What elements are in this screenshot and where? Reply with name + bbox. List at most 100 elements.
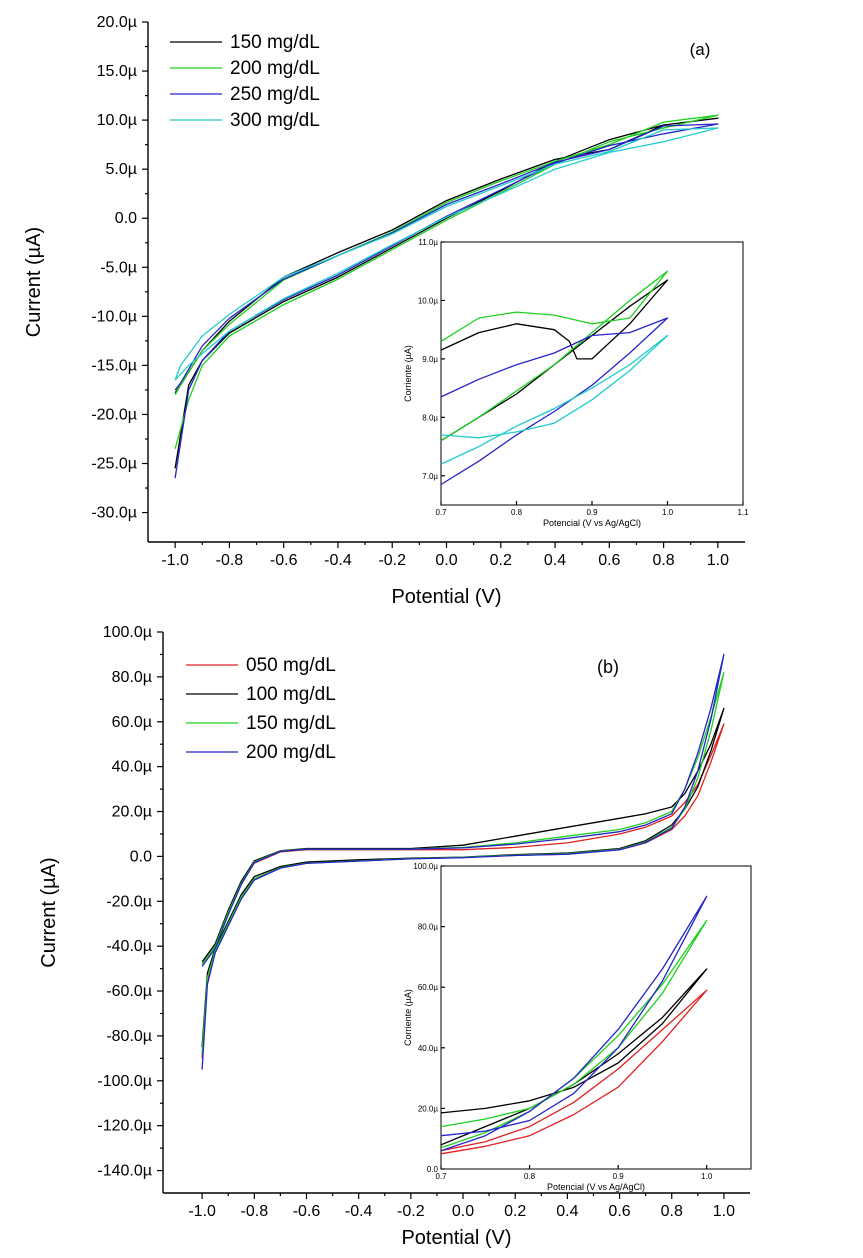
y-tick-label: 100.0µ [103,624,152,641]
panel-a: 20.0µ 15.0µ 10.0µ 5.0µ 0.0 -5.0µ -10.0µ -15.0µ -… [23,14,749,608]
legend-label: 300 mg/dL [230,110,320,131]
inset-x-tick-label: 0.9 [613,1172,625,1181]
legend-label: 050 mg/dL [246,655,336,676]
inset-x-tick-label: 0.7 [435,1172,447,1181]
inset-x-tick-label: 1.0 [701,1172,713,1181]
x-tick-label: -0.6 [293,1203,321,1220]
y-tick-label: -80.0µ [106,1028,152,1045]
y-tick-label: -5.0µ [100,259,137,276]
y-tick-label: -20.0µ [91,406,137,423]
y-tick-label: -140.0µ [97,1163,152,1180]
inset-x-tick-label: 1.0 [662,508,674,517]
legend-label: 150 mg/dL [230,32,320,53]
y-tick-label: 5.0µ [106,161,137,178]
x-axis-label: Potential (V) [401,1227,511,1249]
series-line [201,653,725,1070]
series-line [174,127,719,381]
y-tick-label: 0.0 [130,848,152,865]
legend: 150 mg/dL 200 mg/dL 250 mg/dL 300 mg/dL [170,32,320,131]
inset-plot: 0.7 0.8 0.9 1.0 0.0 20.0µ 40.0µ 60.0µ 80.0µ 100.0… [403,862,752,1192]
inset-x-tick-label: 0.9 [586,508,598,517]
inset-series-line [440,317,669,486]
x-tick-label: -0.8 [216,552,244,569]
panel-annotation: (b) [597,657,619,677]
y-tick-label: 0.0 [115,210,137,227]
x-tick-label: -0.4 [345,1203,373,1220]
inset-x-axis-label: Potencial (V vs Ag/AgCl) [547,1182,645,1192]
x-tick-label: 0.0 [452,1203,474,1220]
inset-series-line [440,989,708,1155]
inset-y-tick-label: 9.0µ [422,355,438,364]
y-tick-label: 20.0µ [112,804,152,821]
x-tick-label: 0.6 [608,1203,630,1220]
x-tick-label: -0.8 [241,1203,269,1220]
legend-label: 250 mg/dL [230,84,320,105]
inset-y-tick-label: 7.0µ [422,472,438,481]
inset-x-tick-label: 1.1 [737,508,749,517]
y-tick-label: 20.0µ [97,14,137,31]
legend: 050 mg/dL 100 mg/dL 150 mg/dL 200 mg/dL [186,655,336,763]
legend-label: 200 mg/dL [230,58,320,79]
inset-plot: 0.7 0.8 0.9 1.0 1.1 7.0µ 8.0µ 9.0µ 10.0µ 11.0µ Pot… [403,238,749,528]
inset-y-axis-label: Corriente (µA) [403,345,413,402]
inset-x-axis-label: Potencial (V vs Ag/AgCl) [543,518,641,528]
x-tick-label: 0.8 [652,552,674,569]
y-tick-label: -25.0µ [91,456,137,473]
x-tick-label: -0.2 [397,1203,425,1220]
inset-x-tick-label: 0.8 [511,508,523,517]
inset-y-tick-label: 20.0µ [418,1104,439,1113]
inset-y-tick-label: 8.0µ [422,413,438,422]
y-tick-label: 60.0µ [112,714,152,731]
y-tick-label: -40.0µ [106,938,152,955]
y-tick-label: 10.0µ [97,112,137,129]
y-axis-label: Current (µA) [23,227,45,337]
y-tick-label: 40.0µ [112,759,152,776]
inset-y-tick-label: 100.0µ [413,862,438,871]
y-tick-label: 15.0µ [97,63,137,80]
x-axis-label: Potential (V) [391,586,501,608]
x-tick-label: 0.4 [544,552,566,569]
y-tick-label: -15.0µ [91,357,137,374]
x-tick-label: 0.2 [504,1203,526,1220]
panel-annotation: (a) [690,40,711,59]
y-tick-label: -20.0µ [106,893,152,910]
inset-y-axis-label: Corriente (µA) [403,989,413,1046]
x-tick-label: 0.8 [661,1203,683,1220]
y-tick-label: -30.0µ [91,505,137,522]
y-tick-label: -120.0µ [97,1118,152,1135]
x-tick-label: 0.0 [435,552,457,569]
inset-frame [440,241,744,506]
legend-label: 150 mg/dL [246,713,336,734]
panel-b: 100.0µ 80.0µ 60.0µ 40.0µ 20.0µ 0.0 -20.0µ -40.0… [38,624,752,1249]
y-tick-label: -10.0µ [91,308,137,325]
inset-y-tick-label: 40.0µ [418,1044,439,1053]
x-tick-label: 0.4 [556,1203,578,1220]
inset-series-line [440,334,669,465]
x-tick-label: 0.6 [598,552,620,569]
x-tick-label: -0.4 [324,552,352,569]
inset-x-tick-label: 0.8 [524,1172,536,1181]
x-tick-label: -0.6 [270,552,298,569]
inset-y-tick-label: 11.0µ [418,238,438,247]
legend-label: 200 mg/dL [246,742,336,763]
inset-frame [440,865,752,1170]
y-tick-label: -100.0µ [97,1073,152,1090]
x-tick-label: 0.2 [490,552,512,569]
inset-y-tick-label: 60.0µ [418,983,439,992]
x-tick-label: 1.0 [707,552,729,569]
inset-series-line [440,895,708,1152]
y-tick-label: 80.0µ [112,669,152,686]
legend-label: 100 mg/dL [246,684,336,705]
inset-y-tick-label: 80.0µ [418,923,439,932]
x-tick-label: 1.0 [713,1203,735,1220]
x-tick-label: -1.0 [188,1203,216,1220]
inset-x-tick-label: 0.7 [435,508,447,517]
inset-series-line [440,279,669,442]
inset-series-line [440,270,669,442]
inset-y-tick-label: 0.0 [427,1165,439,1174]
x-tick-label: -0.2 [378,552,406,569]
y-tick-label: -60.0µ [106,983,152,1000]
series-line [174,114,719,449]
y-axis-label: Current (µA) [38,857,60,967]
